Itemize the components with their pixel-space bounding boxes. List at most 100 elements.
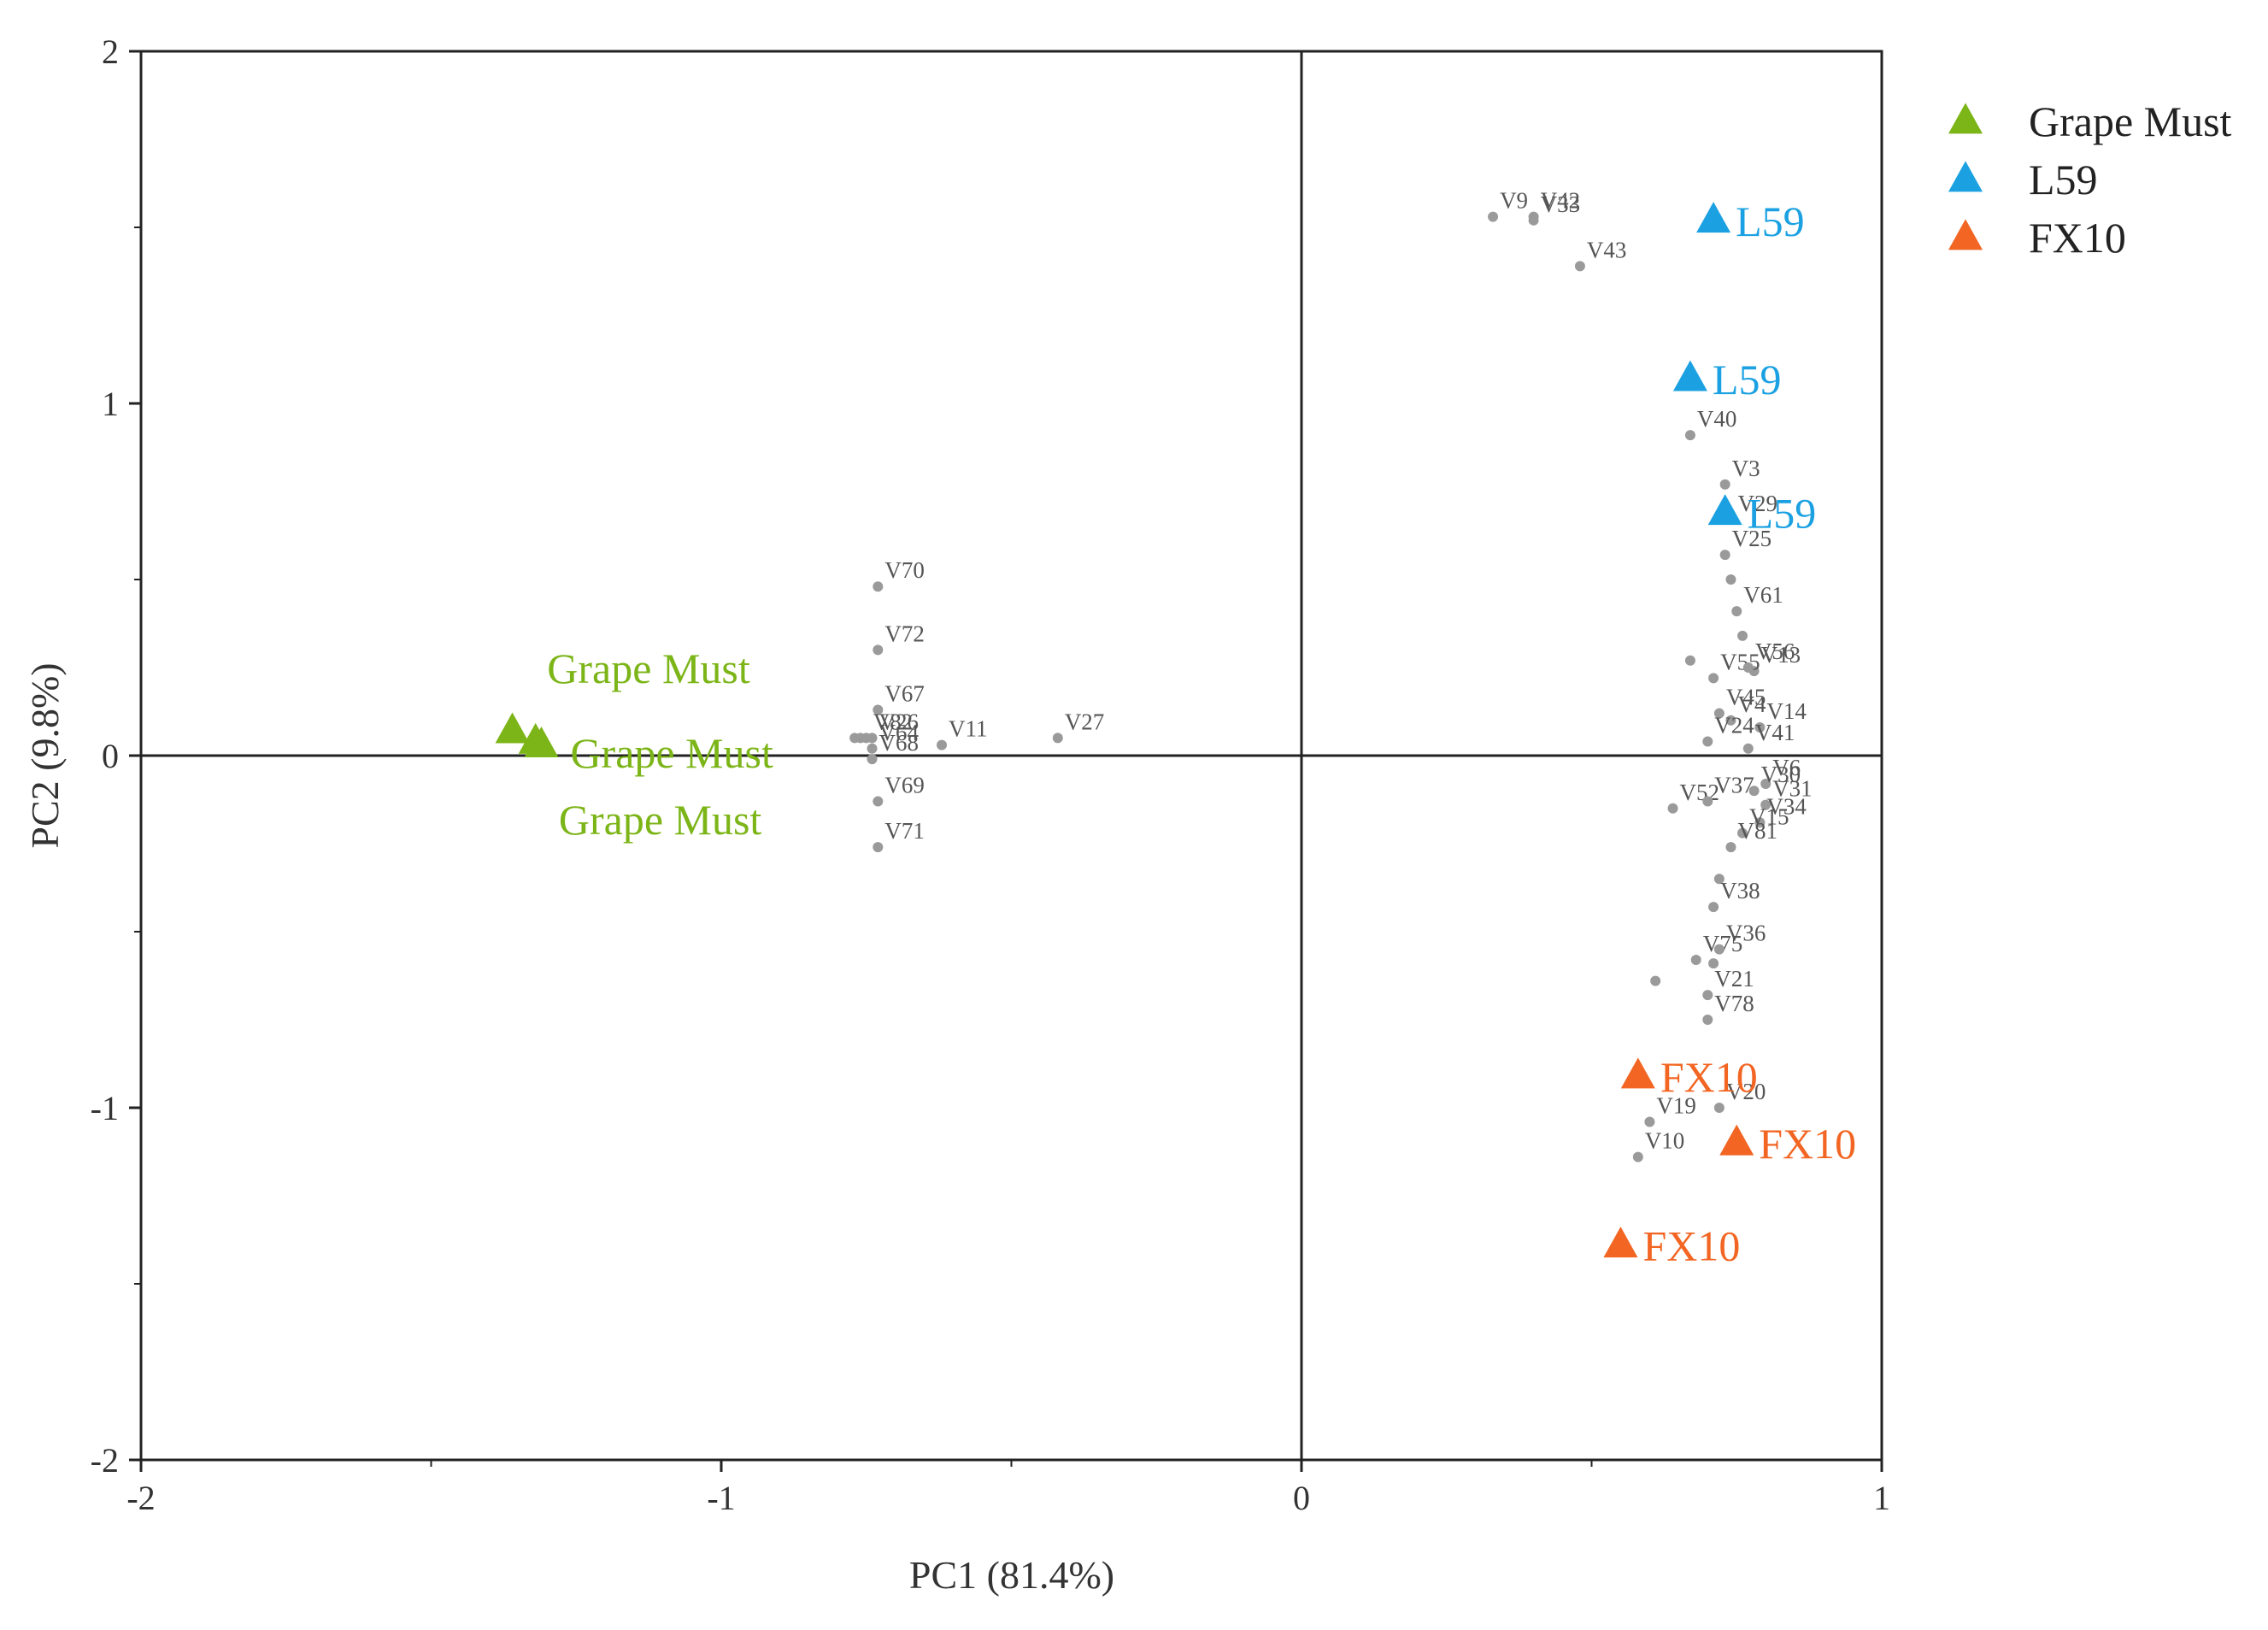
variable-label: V78 [1714,991,1754,1016]
sample-label: FX10 [1660,1053,1758,1101]
variable-point [1725,842,1736,853]
variable-point [867,733,878,744]
variable-label: V4 [1737,691,1766,717]
variable-label: V19 [1656,1092,1696,1118]
variable-label: V67 [884,680,925,706]
variable-point [1528,215,1539,226]
variable-label: V52 [1680,780,1720,805]
sample-marker [1620,1057,1655,1089]
sample-label: Grape Must [547,644,750,692]
variable-label: V25 [1732,526,1772,551]
variable-point [1702,1015,1713,1025]
variable-point [1708,673,1719,684]
variable-point [1731,606,1742,617]
x-tick-label: -2 [126,1479,155,1517]
variable-point [1760,799,1772,810]
sample-label: Grape Must [559,796,762,844]
y-tick-label: 1 [102,385,119,423]
y-axis-title: PC2 (9.8%) [23,662,67,848]
variable-point [1052,733,1063,744]
variable-point [1702,736,1713,747]
variable-point [1760,778,1772,789]
legend: Grape Must L59 FX10 [1948,97,2232,262]
y-tick-label: -1 [91,1089,119,1127]
zero-lines [141,51,1882,1460]
variable-label: V82 [873,709,914,734]
variable-label: V81 [1737,818,1777,844]
sample-marker [1719,1124,1754,1156]
x-tick-label: 1 [1873,1479,1890,1517]
variable-point [1748,786,1760,797]
variable-point [1713,944,1725,955]
variable-label: V21 [1714,966,1754,992]
variable-label: V41 [1755,720,1795,745]
variable-point [1719,479,1730,490]
sample-label: FX10 [1759,1120,1856,1168]
variable-label: V36 [1726,921,1766,946]
variable-label: V24 [1714,713,1754,739]
variable-point [873,704,884,715]
variable-label: V70 [884,557,925,583]
sample-label: FX10 [1642,1222,1740,1270]
variable-point [1708,958,1719,969]
variable-point [867,754,878,765]
variable-point [1684,430,1695,441]
sample-marker [1672,360,1707,391]
variable-point [1754,817,1766,828]
sample-marker [1707,494,1742,526]
legend-label: FX10 [2029,214,2126,262]
variable-point [1650,975,1661,986]
variable-label: V71 [884,818,925,844]
variable-point [1488,211,1499,222]
variable-point [873,644,884,656]
variable-point [1713,708,1725,719]
variable-label: V6 [1772,755,1801,780]
sample-marker [524,727,559,758]
sample-markers: Grape Must Grape Must Grape Must L59 L59 L59 F… [495,197,1856,1270]
sample-marker [495,712,530,744]
sample-marker [1603,1227,1638,1258]
variable-label: V64 [879,720,920,745]
y-tick-label: 2 [102,32,119,71]
variable-label: V9 [1500,188,1528,214]
x-tick-label: 0 [1293,1479,1310,1517]
variable-label: V45 [1726,685,1766,710]
variable-point [1632,1151,1643,1162]
variable-point [1690,954,1701,965]
variable-label: V31 [1772,776,1813,802]
x-tick-label: -1 [707,1479,735,1517]
sample-label: Grape Must [570,729,773,777]
variable-label: V3 [1732,456,1760,481]
variable-label: V29 [1737,491,1777,516]
sample-marker [1696,202,1731,233]
variable-point [873,581,884,592]
sample-label: L59 [1748,490,1817,538]
sample-label: L59 [1736,197,1805,245]
variable-point [1742,662,1754,673]
legend-label: L59 [2029,156,2098,203]
axis-ticks: -2 -1 0 1 -2 -1 0 1 2 [91,32,1890,1517]
variable-point [1702,990,1713,1001]
legend-marker [1948,161,1983,192]
legend-marker [1948,219,1983,250]
variable-point [1737,827,1748,839]
variable-label: V14 [1766,698,1807,724]
variable-label: V26 [879,709,920,734]
variable-point [937,739,948,750]
variable-label: V40 [1697,406,1737,432]
variable-label: V43 [1587,237,1627,262]
variable-label: V55 [1720,649,1760,674]
variable-label: V20 [1726,1079,1766,1104]
variable-label: V72 [884,621,925,646]
variable-label: V33 [1541,191,1581,217]
variable-point [873,842,884,853]
variable-point [1725,715,1736,726]
variable-point [1667,803,1678,814]
variable-label: V13 [1761,642,1801,668]
legend-label: Grape Must [2029,97,2232,145]
legend-marker [1948,103,1983,134]
variable-point [1684,655,1695,666]
variable-point [1719,550,1730,561]
variable-point [873,796,884,807]
variable-point [1725,574,1736,585]
